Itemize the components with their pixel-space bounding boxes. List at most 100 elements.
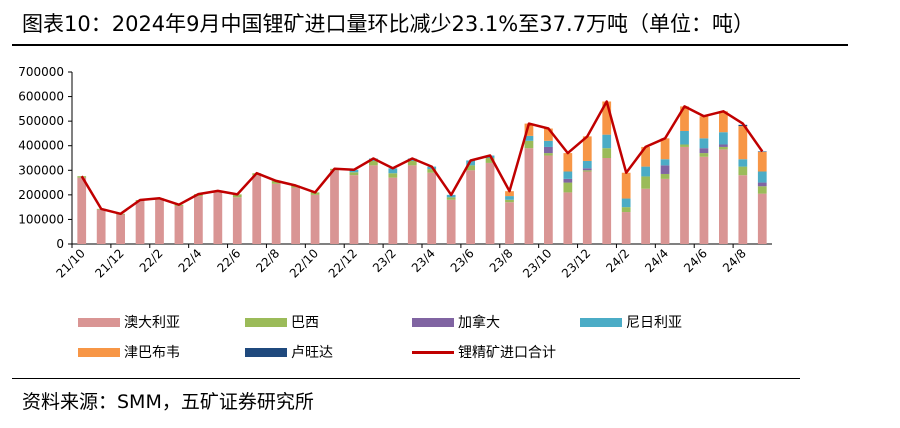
bar-segment [621,172,631,199]
bar-segment [563,192,573,244]
x-tick-label: 22/12 [326,246,360,280]
bar-segment [544,146,553,154]
bar-segment [291,187,300,244]
x-tick-label: 21/10 [53,246,87,280]
bar-segment [680,130,689,145]
bar-segment [213,192,223,244]
bar-segment [660,159,670,166]
x-tick-label: 24/6 [681,246,710,275]
bar-segment [485,158,495,163]
y-tick-label: 700000 [18,65,64,79]
bar-segment [563,171,573,179]
x-tick-label: 23/8 [487,246,516,275]
bar-segment [544,153,553,156]
bar-segment [641,188,650,244]
y-tick-label: 200000 [18,188,64,202]
bar-segment [680,146,689,244]
bar-segment [271,180,281,184]
bar-segment [660,173,670,179]
bar-segment [757,151,767,152]
bar-segment [602,158,612,244]
x-tick-label: 21/12 [92,246,126,280]
source-note: 资料来源：SMM，五矿证券研究所 [22,391,314,413]
bar-segment [660,178,670,244]
bar-segment [699,138,709,149]
bar-segment [485,162,495,244]
bar-segment [524,140,534,149]
bar-segment [466,170,475,244]
x-tick-label: 22/10 [287,246,321,280]
bar-segment [349,175,359,244]
source-rule [12,378,800,379]
bar-segment [194,196,203,244]
bar-segment [505,202,514,244]
bar-segment [427,169,437,173]
bar-segment [621,207,631,213]
bar-segment [369,160,378,166]
x-tick-label: 23/2 [370,246,399,275]
bar-segment [757,171,767,183]
y-tick-label: 0 [56,237,64,251]
bar-segment [369,165,378,244]
bar-segment [641,176,650,189]
bar-segment [641,146,650,167]
bar-segment [330,170,339,244]
bar-segment [719,149,728,244]
bar-segment [582,170,592,172]
bar-segment [563,153,573,172]
bar-segment [96,209,106,244]
bar-segment [757,193,767,244]
total-import-line [80,100,764,216]
bar-segment [699,148,709,154]
bar-segment [621,198,631,208]
bar-segment [699,153,709,157]
bar-segment [563,178,573,183]
bar-segment [544,128,553,141]
bar-segment [544,140,553,147]
y-tick-label: 400000 [18,139,64,153]
bar-segment [505,199,514,203]
bar-segment [524,135,534,141]
bar-segment [582,160,592,169]
bar-segment [602,148,612,158]
y-tick-label: 300000 [18,163,64,177]
bar-segment [116,214,125,244]
bar-segment [388,173,398,178]
bar-segment [232,197,242,244]
bar-segment [388,168,398,174]
title-rule [12,44,848,46]
bar-segment [719,144,728,147]
bar-segment [544,155,553,244]
bar-segment [446,197,456,200]
chart-title: 图表10：2024年9月中国锂矿进口量环比减少23.1%至37.7万吨（单位：吨… [22,12,754,36]
bar-segment [407,160,417,166]
bar-segment [407,165,417,244]
bar-segment [563,182,573,193]
bar-segment [582,136,592,161]
bar-segment [680,144,689,147]
bar-segment [582,171,592,244]
bar-segment [427,172,437,244]
x-tick-label: 24/8 [720,246,749,275]
x-tick-label: 23/4 [409,246,438,275]
bar-segment [757,186,767,194]
bar-segment [719,132,728,145]
bar-segment [174,205,184,244]
bar-segment [699,156,709,244]
bar-segment [680,106,689,131]
x-tick-label: 23/10 [520,246,554,280]
bar-segment [757,151,767,172]
x-tick-label: 22/2 [137,246,166,275]
bar-segment [505,191,514,197]
bar-segment [135,201,145,244]
bar-segment [252,175,262,244]
bar-segment [660,165,670,174]
y-tick-label: 500000 [18,114,64,128]
bar-segment [738,126,748,160]
bar-segment [660,138,670,160]
bar-segment [271,183,281,244]
bar-segment [232,194,242,198]
y-tick-label: 100000 [18,212,64,226]
